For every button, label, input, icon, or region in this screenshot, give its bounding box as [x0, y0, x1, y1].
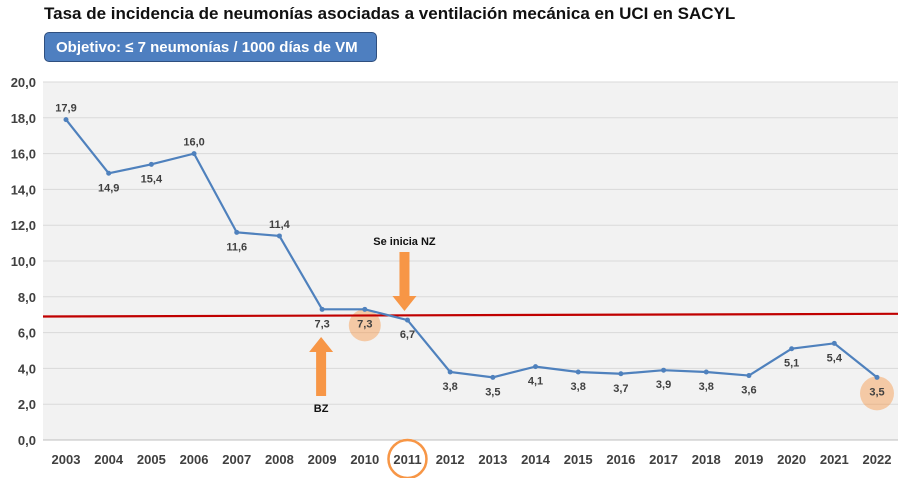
y-tick-label: 0,0: [18, 433, 36, 448]
data-point: [404, 317, 410, 323]
objective-badge: Objetivo: ≤ 7 neumonías / 1000 días de V…: [44, 32, 377, 62]
data-point: [106, 170, 112, 176]
data-point: [362, 306, 368, 312]
data-label: 17,9: [55, 103, 76, 115]
y-tick-label: 14,0: [11, 182, 36, 197]
x-tick-label: 2012: [436, 452, 465, 467]
x-tick-label: 2004: [94, 452, 124, 467]
data-label: 5,1: [784, 358, 799, 370]
data-label: 11,6: [226, 241, 247, 253]
data-label: 14,9: [98, 182, 119, 194]
data-point: [618, 371, 624, 377]
x-tick-label: 2006: [180, 452, 209, 467]
target-line: [42, 312, 899, 318]
y-tick-label: 8,0: [18, 290, 36, 305]
annotation-bz: BZ: [314, 403, 329, 415]
x-tick-label: 2016: [606, 452, 635, 467]
data-point: [533, 364, 539, 370]
data-point: [874, 374, 880, 380]
x-tick-label: 2021: [820, 452, 849, 467]
data-point: [746, 373, 752, 379]
x-tick-label: 2017: [649, 452, 678, 467]
y-tick-label: 10,0: [11, 254, 36, 269]
y-tick-label: 2,0: [18, 397, 36, 412]
x-tick-label: 2009: [308, 452, 337, 467]
x-tick-label: 2019: [734, 452, 763, 467]
highlight-circle-2022: [860, 376, 894, 411]
data-label: 6,7: [400, 329, 415, 341]
data-label: 3,7: [613, 383, 628, 395]
y-tick-label: 12,0: [11, 218, 36, 233]
highlight-circle-2010: [348, 309, 381, 342]
x-tick-label: 2015: [564, 452, 593, 467]
y-tick-label: 6,0: [18, 326, 36, 341]
data-label: 16,0: [183, 137, 204, 149]
data-point: [575, 369, 581, 375]
data-point: [63, 117, 69, 123]
data-point: [234, 229, 240, 235]
data-label: 3,5: [869, 386, 884, 398]
data-label: 7,3: [314, 318, 329, 330]
x-tick-label: 2005: [137, 452, 166, 467]
data-label: 5,4: [827, 352, 843, 364]
x-tick-label: 2014: [521, 452, 551, 467]
x-tick-label: 2020: [777, 452, 806, 467]
chart-title: Tasa de incidencia de neumonías asociada…: [44, 4, 736, 23]
x-tick-label: 2018: [692, 452, 721, 467]
data-label: 4,1: [528, 376, 543, 388]
data-label: 11,4: [269, 219, 291, 231]
highlight-ring-2011: [387, 438, 428, 478]
x-tick-label: 2013: [478, 452, 507, 467]
data-point: [703, 369, 709, 375]
data-point: [831, 340, 837, 346]
x-tick-label: 2010: [350, 452, 379, 467]
data-label: 3,6: [741, 385, 756, 397]
data-label: 3,5: [485, 386, 500, 398]
y-tick-label: 4,0: [18, 361, 36, 376]
bz-arrow-icon: [309, 337, 334, 396]
data-label: 7,3: [357, 318, 372, 330]
data-point: [490, 374, 496, 380]
x-tick-label: 2008: [265, 452, 294, 467]
data-label: 3,9: [656, 379, 671, 391]
x-tick-label: 2007: [222, 452, 251, 467]
data-point: [148, 161, 154, 167]
data-point: [319, 306, 325, 312]
data-label: 3,8: [699, 381, 714, 393]
y-tick-label: 20,0: [11, 75, 36, 90]
x-tick-label: 2022: [863, 452, 892, 467]
data-point: [661, 367, 667, 373]
data-label: 15,4: [141, 173, 163, 185]
data-label: 3,8: [571, 381, 586, 393]
data-point: [191, 151, 197, 157]
x-tick-label: 2003: [52, 452, 81, 467]
y-tick-label: 16,0: [11, 147, 36, 162]
y-tick-label: 18,0: [11, 111, 36, 126]
nz-arrow-icon: [392, 252, 417, 311]
data-label: 3,8: [443, 381, 458, 393]
data-point: [276, 233, 282, 239]
data-point: [447, 369, 453, 375]
annotation-nz: Se inicia NZ: [373, 236, 436, 248]
x-tick-label: 2011: [393, 452, 421, 467]
series-line: [65, 118, 878, 379]
data-point: [789, 346, 795, 352]
